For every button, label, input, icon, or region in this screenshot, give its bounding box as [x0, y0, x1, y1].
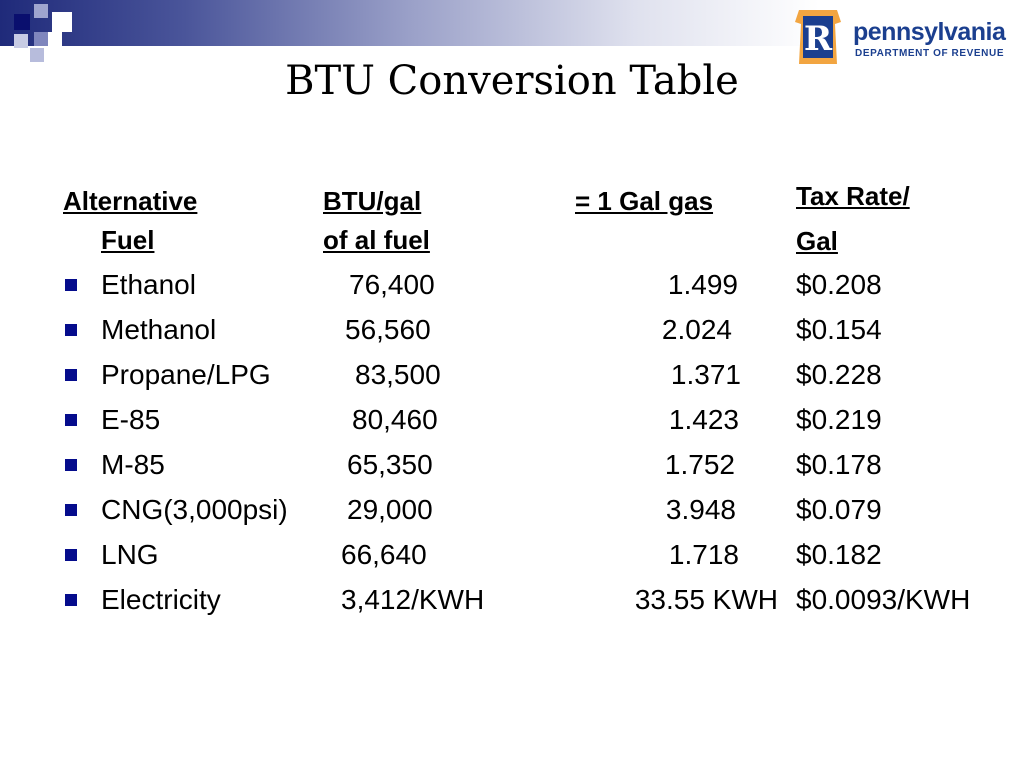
cell-tax: $0.219 — [796, 404, 882, 435]
table-row: Methanol 56,560 2.024 $0.154 — [0, 312, 1024, 357]
cell-btu: 56,560 — [345, 314, 431, 345]
header-equiv-line1: = 1 Gal gas — [575, 186, 714, 216]
square-bullet-icon — [65, 459, 77, 471]
table-row: Electricity 3,412/KWH 33.55 KWH $0.0093/… — [0, 582, 1024, 627]
header-tax: Tax Rate/ Gal — [796, 174, 910, 264]
keystone-emblem-icon: R — [795, 10, 841, 64]
cell-tax: $0.208 — [796, 269, 882, 300]
table-row: Propane/LPG 83,500 1.371 $0.228 — [0, 357, 1024, 402]
cell-equiv: 3.948 — [665, 494, 736, 525]
header-btu-line1: BTU/gal — [323, 186, 422, 216]
cell-fuel: LNG — [101, 539, 159, 570]
square-bullet-icon — [65, 324, 77, 336]
table-row: E-85 80,460 1.423 $0.219 — [0, 402, 1024, 447]
header-btu-line2: of al fuel — [323, 225, 430, 255]
square-bullet-icon — [65, 594, 77, 606]
square-bullet-icon — [65, 369, 77, 381]
cell-equiv: 1.752 — [664, 449, 735, 480]
cell-fuel: Methanol — [101, 314, 217, 345]
cell-equiv: 1.371 — [670, 359, 741, 390]
cell-tax: $0.079 — [796, 494, 882, 525]
cell-btu: 66,640 — [341, 539, 427, 570]
emblem-letter: R — [804, 19, 833, 59]
cell-equiv: 33.55 KWH — [634, 584, 778, 615]
table-row: LNG 66,640 1.718 $0.182 — [0, 537, 1024, 582]
header-fuel-line2: Fuel — [101, 225, 155, 255]
header-tax-line1: Tax Rate/ — [796, 181, 910, 211]
square-bullet-icon — [65, 504, 77, 516]
square-bullet-icon — [65, 549, 77, 561]
logo-subtitle: DEPARTMENT OF REVENUE — [855, 48, 1005, 59]
cell-tax: $0.182 — [796, 539, 882, 570]
header-btu: BTU/gal of al fuel — [323, 182, 430, 260]
cell-btu: 83,500 — [355, 359, 441, 390]
cell-tax: $0.154 — [796, 314, 882, 345]
cell-equiv: 1.423 — [668, 404, 739, 435]
table-row: Ethanol 76,400 1.499 $0.208 — [0, 267, 1024, 312]
square-bullet-icon — [65, 279, 77, 291]
cell-fuel: Ethanol — [101, 269, 196, 300]
cell-fuel: M-85 — [101, 449, 165, 480]
cell-tax: $0.228 — [796, 359, 882, 390]
cell-btu: 3,412/KWH — [341, 584, 485, 615]
header-tax-line2: Gal — [796, 226, 838, 256]
slide-title: BTU Conversion Table — [285, 58, 739, 104]
cell-fuel: E-85 — [101, 404, 161, 435]
pennsylvania-revenue-logo: R pennsylvania DEPARTMENT OF REVENUE — [793, 8, 1023, 66]
cell-fuel: CNG(3,000psi) — [101, 494, 288, 525]
cell-tax: $0.178 — [796, 449, 882, 480]
header-fuel-line1: Alternative — [63, 186, 198, 216]
cell-fuel: Propane/LPG — [101, 359, 271, 390]
cell-btu: 80,460 — [352, 404, 438, 435]
cell-tax: $0.0093/KWH — [796, 584, 971, 615]
cell-btu: 65,350 — [347, 449, 433, 480]
header-gradient-band — [0, 0, 1024, 46]
table-row: M-85 65,350 1.752 $0.178 — [0, 447, 1024, 492]
square-bullet-icon — [65, 414, 77, 426]
cell-equiv: 1.499 — [667, 269, 738, 300]
logo-name: pennsylvania — [853, 18, 1006, 46]
header-equiv: = 1 Gal gas — [575, 182, 713, 221]
table-row: CNG(3,000psi) 29,000 3.948 $0.079 — [0, 492, 1024, 537]
cell-equiv: 2.024 — [661, 314, 732, 345]
cell-btu: 29,000 — [347, 494, 433, 525]
header-fuel: Alternative Fuel — [63, 182, 197, 260]
cell-equiv: 1.718 — [668, 539, 739, 570]
cell-btu: 76,400 — [349, 269, 435, 300]
cell-fuel: Electricity — [101, 584, 221, 615]
